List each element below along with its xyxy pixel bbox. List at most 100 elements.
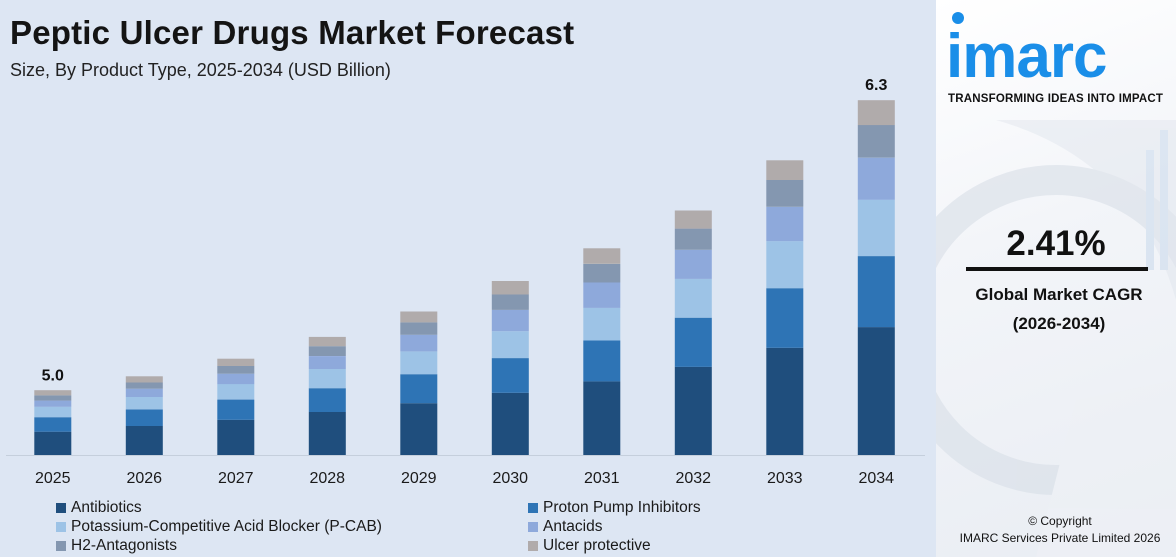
x-tick-label-2025: 2025 (35, 470, 71, 487)
x-tick-label-2029: 2029 (401, 470, 437, 487)
bar-segment-2026-antacids[interactable] (125, 388, 163, 397)
bar-segment-2029-proton-pump-inhibitors[interactable] (400, 374, 438, 404)
bar-segment-2030-proton-pump-inhibitors[interactable] (491, 358, 529, 393)
bar-segment-2031-ulcer-protective[interactable] (583, 248, 621, 264)
logo-dot-icon (952, 12, 964, 24)
bar-segment-2033-h2-antagonists[interactable] (766, 179, 804, 207)
x-tick-label-2033: 2033 (767, 470, 803, 487)
chart-title: Peptic Ulcer Drugs Market Forecast (10, 14, 575, 51)
bar-segment-2034-potassium-competitive-acid-blocker-p-cab-[interactable] (857, 199, 895, 257)
legend-item-proton-pump-inhibitors[interactable]: Proton Pump Inhibitors (528, 499, 776, 517)
imarc-logo[interactable]: imarc (946, 22, 1107, 91)
data-label-2034: 6.3 (865, 77, 887, 94)
stacked-bar-chart: 2025 2026 2027 2028 2029 2030 2031 2032 2033 2034… (6, 77, 925, 487)
cagr-period: (2026-2034) (1012, 314, 1106, 333)
bar-segment-2028-h2-antagonists[interactable] (308, 346, 346, 356)
x-tick-label-2027: 2027 (218, 470, 254, 487)
x-tick-label-2031: 2031 (584, 470, 620, 487)
x-tick-label-2030: 2030 (492, 470, 528, 487)
bar-segment-2030-antibiotics[interactable] (491, 392, 529, 455)
cagr-value: 2.41% (1006, 224, 1106, 263)
bar-segment-2029-potassium-competitive-acid-blocker-p-cab-[interactable] (400, 351, 438, 375)
bar-segment-2030-antacids[interactable] (491, 310, 529, 332)
bar-segment-2025-ulcer-protective[interactable] (34, 390, 72, 396)
bar-segment-2026-potassium-competitive-acid-blocker-p-cab-[interactable] (125, 397, 163, 410)
bar-segment-2029-antacids[interactable] (400, 334, 438, 352)
bar-segment-2027-ulcer-protective[interactable] (217, 358, 255, 366)
legend-swatch (56, 503, 66, 513)
bar-segment-2029-antibiotics[interactable] (400, 403, 438, 455)
bar-segment-2034-antibiotics[interactable] (857, 327, 895, 455)
bar-segment-2027-antacids[interactable] (217, 373, 255, 385)
copyright-label: © Copyright (1028, 514, 1092, 528)
legend-item-ulcer-protective[interactable]: Ulcer protective (528, 537, 776, 555)
bar-segment-2032-antibiotics[interactable] (674, 366, 712, 455)
bar-segment-2029-h2-antagonists[interactable] (400, 322, 438, 335)
bar-segment-2031-potassium-competitive-acid-blocker-p-cab-[interactable] (583, 307, 621, 341)
legend-swatch (56, 522, 66, 532)
bar-segment-2031-antibiotics[interactable] (583, 381, 621, 455)
brand-panel: imarc TRANSFORMING IDEAS INTO IMPACT 2.4… (936, 0, 1176, 557)
bar-segment-2032-ulcer-protective[interactable] (674, 210, 712, 229)
legend-item-potassium-competitive-acid-blocker-p-cab-[interactable]: Potassium-Competitive Acid Blocker (P-CA… (56, 518, 528, 536)
bar-segment-2025-h2-antagonists[interactable] (34, 395, 72, 401)
bar-segment-2030-potassium-competitive-acid-blocker-p-cab-[interactable] (491, 331, 529, 359)
chart-panel: Peptic Ulcer Drugs Market Forecast Size,… (0, 0, 936, 557)
bar-segment-2034-antacids[interactable] (857, 157, 895, 200)
legend-swatch (528, 541, 538, 551)
bar-segment-2027-antibiotics[interactable] (217, 419, 255, 455)
legend-item-h2-antagonists[interactable]: H2-Antagonists (56, 537, 528, 555)
bar-segment-2033-ulcer-protective[interactable] (766, 160, 804, 180)
bar-segment-2026-ulcer-protective[interactable] (125, 376, 163, 383)
legend-label: Ulcer protective (543, 537, 651, 554)
bar-segment-2030-h2-antagonists[interactable] (491, 294, 529, 310)
legend-label: Potassium-Competitive Acid Blocker (P-CA… (71, 518, 382, 535)
legend-label: Antacids (543, 518, 603, 535)
bar-segment-2026-h2-antagonists[interactable] (125, 382, 163, 389)
x-tick-label-2026: 2026 (126, 470, 162, 487)
x-tick-label-2032: 2032 (675, 470, 711, 487)
legend-item-antacids[interactable]: Antacids (528, 518, 776, 536)
bar-segment-2028-proton-pump-inhibitors[interactable] (308, 388, 346, 412)
bar-segment-2026-antibiotics[interactable] (125, 426, 163, 455)
x-tick-label-2034: 2034 (858, 470, 894, 487)
bar-segment-2032-antacids[interactable] (674, 249, 712, 279)
bar-segment-2034-ulcer-protective[interactable] (857, 100, 895, 126)
bar-segment-2025-potassium-competitive-acid-blocker-p-cab-[interactable] (34, 406, 72, 418)
legend-swatch (528, 522, 538, 532)
legend-item-antibiotics[interactable]: Antibiotics (56, 499, 528, 517)
legend-swatch (528, 503, 538, 513)
bar-segment-2033-proton-pump-inhibitors[interactable] (766, 288, 804, 348)
bar-segment-2031-proton-pump-inhibitors[interactable] (583, 340, 621, 382)
bar-segment-2031-h2-antagonists[interactable] (583, 263, 621, 283)
bar-segment-2033-antibiotics[interactable] (766, 347, 804, 455)
chart-legend: Antibiotics Proton Pump Inhibitors Potassi… (56, 499, 776, 555)
x-tick-label-2028: 2028 (309, 470, 345, 487)
bar-segment-2033-potassium-competitive-acid-blocker-p-cab-[interactable] (766, 241, 804, 289)
bar-segment-2025-proton-pump-inhibitors[interactable] (34, 417, 72, 432)
bar-segment-2028-ulcer-protective[interactable] (308, 336, 346, 347)
bar-segment-2034-proton-pump-inhibitors[interactable] (857, 256, 895, 328)
legend-swatch (56, 541, 66, 551)
bar-segment-2032-potassium-competitive-acid-blocker-p-cab-[interactable] (674, 278, 712, 318)
logo-tagline: TRANSFORMING IDEAS INTO IMPACT (948, 93, 1164, 105)
bar-segment-2027-potassium-competitive-acid-blocker-p-cab-[interactable] (217, 384, 255, 400)
background-decoration (936, 120, 1176, 557)
bar-segment-2034-h2-antagonists[interactable] (857, 125, 895, 158)
bar-segment-2027-proton-pump-inhibitors[interactable] (217, 399, 255, 420)
bar-segment-2032-h2-antagonists[interactable] (674, 228, 712, 250)
bar-segment-2030-ulcer-protective[interactable] (491, 281, 529, 295)
bar-segment-2027-h2-antagonists[interactable] (217, 365, 255, 374)
bar-segment-2025-antacids[interactable] (34, 400, 72, 407)
bar-segment-2033-antacids[interactable] (766, 206, 804, 242)
bar-segment-2031-antacids[interactable] (583, 282, 621, 308)
cagr-label: Global Market CAGR (975, 285, 1143, 304)
bar-segment-2028-antacids[interactable] (308, 356, 346, 369)
bar-segment-2028-antibiotics[interactable] (308, 412, 346, 455)
bar-segment-2028-potassium-competitive-acid-blocker-p-cab-[interactable] (308, 369, 346, 389)
bar-segment-2025-antibiotics[interactable] (34, 431, 72, 455)
legend-label: Proton Pump Inhibitors (543, 499, 701, 516)
bar-segment-2026-proton-pump-inhibitors[interactable] (125, 409, 163, 426)
bar-segment-2032-proton-pump-inhibitors[interactable] (674, 317, 712, 367)
bar-segment-2029-ulcer-protective[interactable] (400, 311, 438, 323)
